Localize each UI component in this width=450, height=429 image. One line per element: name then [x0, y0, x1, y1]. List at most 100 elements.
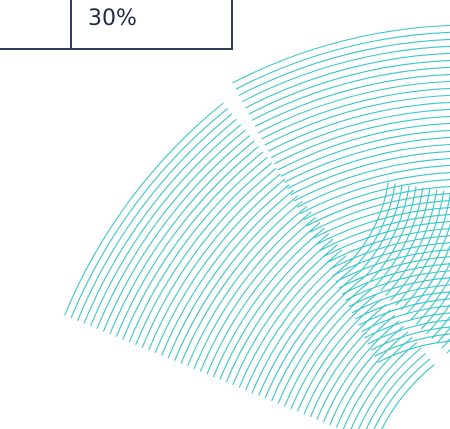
pattern-line	[436, 327, 450, 344]
pattern-line	[325, 228, 450, 264]
pattern-line	[312, 200, 450, 239]
pattern-line	[206, 222, 321, 375]
pattern-line	[251, 66, 450, 121]
pattern-line	[364, 312, 450, 339]
pattern-line	[264, 94, 450, 146]
pattern-line	[290, 150, 450, 196]
pattern-line	[284, 287, 374, 407]
pattern-line	[232, 24, 450, 84]
table-cell-value: 30%	[88, 6, 137, 31]
pattern-line	[161, 184, 290, 356]
pattern-line	[322, 320, 400, 423]
pattern-line	[76, 113, 233, 322]
pattern-line	[245, 255, 347, 391]
pattern-line	[271, 108, 450, 158]
pattern-line	[180, 200, 303, 364]
pattern-line	[258, 265, 356, 396]
pattern-line	[358, 347, 422, 429]
pattern-line	[109, 140, 255, 335]
pattern-line	[306, 186, 450, 227]
pattern-line	[400, 223, 450, 311]
pattern-line	[241, 45, 450, 103]
pattern-line	[293, 158, 450, 202]
pattern-line	[148, 173, 281, 351]
pattern-line	[329, 325, 404, 426]
pattern-line	[186, 205, 308, 367]
pattern-line	[342, 336, 413, 429]
pattern-line	[359, 184, 403, 273]
pattern-line	[350, 342, 418, 429]
pattern-line	[254, 73, 450, 127]
pattern-line	[296, 164, 450, 208]
pattern-line	[365, 353, 426, 429]
pattern-line	[70, 107, 229, 319]
pattern-line	[342, 263, 450, 295]
pattern-line	[154, 178, 286, 354]
pattern-line	[303, 179, 450, 221]
pattern-line	[238, 38, 450, 96]
pattern-line	[303, 304, 387, 415]
pattern-line	[235, 31, 450, 90]
pattern-line	[290, 293, 378, 410]
pattern-line	[167, 189, 295, 359]
pattern-line	[225, 238, 334, 383]
pattern-line	[300, 172, 450, 214]
pattern-line	[358, 298, 450, 326]
pattern-line	[316, 314, 396, 420]
pattern-line	[335, 249, 450, 283]
pattern-line	[381, 363, 435, 429]
pattern-line	[335, 331, 409, 428]
pattern-line	[348, 277, 450, 308]
pattern-line	[364, 185, 410, 277]
pattern-line	[354, 291, 450, 320]
pattern-line	[258, 80, 450, 134]
pattern-line	[122, 151, 264, 340]
pattern-line	[374, 333, 450, 357]
pattern-line	[115, 146, 259, 338]
pattern-line	[248, 59, 450, 115]
pattern-line	[380, 188, 431, 292]
pattern-line	[345, 270, 450, 301]
pattern-line	[373, 358, 431, 429]
table-fragment: 30%	[0, 0, 233, 50]
pattern-line	[354, 183, 396, 268]
pattern-line	[426, 303, 450, 335]
pattern-line	[261, 87, 450, 140]
pattern-line	[64, 102, 224, 316]
pattern-line	[431, 315, 450, 339]
pattern-line	[421, 290, 450, 330]
pattern-line	[349, 182, 389, 263]
pattern-line	[296, 298, 382, 412]
pattern-line	[390, 190, 445, 301]
pattern-line	[405, 244, 450, 316]
pattern-line	[410, 261, 450, 320]
pattern-line	[287, 144, 450, 190]
pattern-line	[251, 260, 352, 394]
pattern-line	[280, 130, 450, 177]
pattern-line	[274, 115, 450, 165]
pattern-line	[238, 249, 343, 388]
pattern-line	[128, 156, 268, 343]
pattern-line	[309, 193, 450, 233]
pattern-line	[212, 227, 325, 378]
pattern-line	[102, 135, 251, 332]
pattern-line	[351, 284, 450, 314]
pattern-line	[89, 124, 242, 327]
pattern-line	[264, 271, 360, 399]
pattern-line	[309, 309, 391, 418]
pattern-line	[174, 195, 299, 362]
pattern-line	[329, 235, 450, 270]
pattern-line	[141, 167, 277, 348]
pattern-line	[377, 340, 450, 363]
pattern-line	[319, 214, 450, 252]
pattern-line	[199, 216, 316, 372]
pattern-line	[374, 187, 424, 287]
pattern-line	[135, 162, 273, 346]
pattern-line	[232, 244, 338, 386]
pattern-line	[277, 122, 450, 171]
table-cell-divider	[70, 0, 72, 50]
pattern-line	[219, 233, 330, 380]
pattern-line	[83, 118, 237, 324]
